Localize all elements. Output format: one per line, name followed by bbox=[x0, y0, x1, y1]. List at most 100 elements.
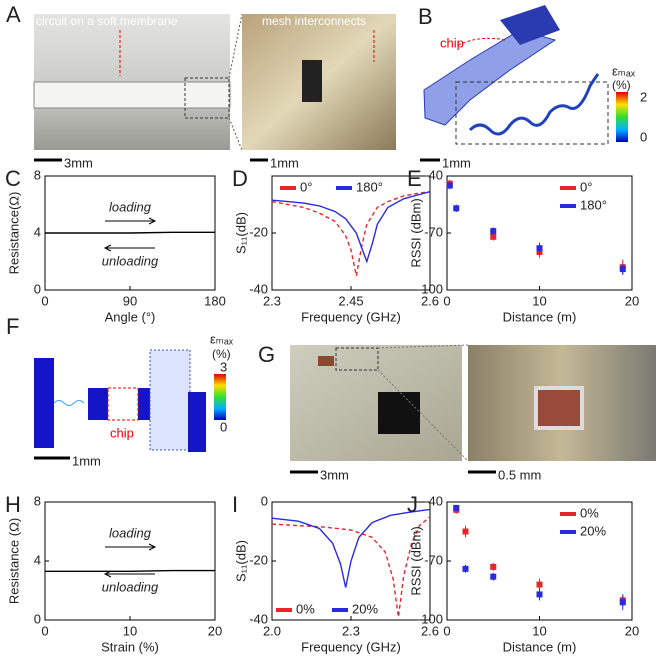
y-tick-label: 8 bbox=[34, 167, 41, 182]
chip-area bbox=[107, 387, 139, 421]
y-tick-label: 0 bbox=[34, 611, 41, 626]
data-line bbox=[45, 231, 215, 234]
legend-label: 20% bbox=[352, 601, 378, 616]
legend-label: 180° bbox=[580, 197, 607, 212]
photo-chip bbox=[378, 392, 420, 434]
legend-label: 0° bbox=[300, 179, 312, 194]
annotation: unloading bbox=[102, 253, 159, 268]
chip-label: chip bbox=[440, 35, 464, 50]
x-tick-label: 10 bbox=[123, 623, 137, 638]
plot-frame bbox=[446, 175, 633, 291]
y-tick-label: 4 bbox=[34, 224, 41, 239]
panel-letter: E bbox=[407, 166, 422, 191]
data-point bbox=[462, 528, 469, 535]
y-tick-label: -70 bbox=[424, 224, 443, 239]
y-tick-label: -40 bbox=[424, 493, 443, 508]
x-tick-label: 2.6 bbox=[421, 623, 439, 638]
x-tick-label: 2.3 bbox=[342, 623, 360, 638]
scale-label: 0.5 mm bbox=[498, 467, 541, 482]
arrow bbox=[105, 543, 157, 551]
data-line bbox=[271, 516, 431, 618]
panel-letter: I bbox=[232, 492, 238, 517]
y-tick-label: 4 bbox=[34, 552, 41, 567]
x-axis-title: Distance (m) bbox=[503, 639, 577, 654]
y-tick-label: -40 bbox=[249, 611, 268, 626]
annotation: loading bbox=[109, 199, 152, 214]
photo-component bbox=[318, 356, 334, 366]
colorbar-title: εₘₐₓ bbox=[210, 331, 234, 346]
x-tick-label: 180 bbox=[204, 293, 226, 308]
data-point bbox=[536, 581, 543, 588]
x-tick-label: 2.0 bbox=[263, 623, 281, 638]
x-axis-title: Frequency (GHz) bbox=[301, 309, 401, 324]
zoom-line bbox=[228, 13, 243, 79]
photo-label: circuit on a soft membrane bbox=[36, 14, 178, 28]
scale-label: 1mm bbox=[270, 155, 299, 170]
panel-letter: B bbox=[418, 4, 433, 29]
panel-letter: J bbox=[407, 492, 418, 517]
y-axis-title: S₁₁(dB) bbox=[233, 212, 248, 254]
x-tick-label: 0 bbox=[41, 623, 48, 638]
photo-tube bbox=[33, 81, 231, 109]
data-point bbox=[453, 205, 460, 212]
plot-frame bbox=[44, 501, 216, 621]
scale-label: 3mm bbox=[320, 467, 349, 482]
y-tick-label: -20 bbox=[249, 552, 268, 567]
data-line bbox=[271, 191, 431, 264]
arrow bbox=[103, 244, 155, 252]
x-axis-title: Strain (%) bbox=[101, 639, 159, 654]
y-tick-label: 0 bbox=[261, 493, 268, 508]
y-tick-label: -100 bbox=[417, 611, 443, 626]
data-line bbox=[271, 191, 431, 276]
x-tick-label: 0 bbox=[41, 293, 48, 308]
data-point bbox=[536, 245, 543, 252]
x-tick-label: 2.3 bbox=[263, 293, 281, 308]
x-tick-label: 10 bbox=[532, 293, 546, 308]
zoom-box bbox=[455, 81, 609, 145]
x-tick-label: 0 bbox=[443, 293, 450, 308]
x-tick-label: 90 bbox=[123, 293, 137, 308]
data-point bbox=[490, 233, 497, 240]
colorbar bbox=[616, 92, 628, 142]
photo-component bbox=[534, 386, 584, 430]
panel-letter: C bbox=[5, 166, 21, 191]
colorbar-min: 0 bbox=[640, 129, 647, 144]
y-axis-title: Resistance (Ω) bbox=[6, 518, 21, 604]
legend-label: 180° bbox=[356, 179, 383, 194]
photo-chip bbox=[302, 60, 322, 102]
render bbox=[423, 29, 557, 126]
zoom-line bbox=[377, 344, 469, 349]
colorbar-min: 0 bbox=[220, 419, 227, 434]
data-point bbox=[462, 565, 469, 572]
y-tick-label: -70 bbox=[424, 552, 443, 567]
x-tick-label: 2.6 bbox=[421, 293, 439, 308]
data-line bbox=[271, 508, 431, 588]
render bbox=[500, 5, 560, 45]
data-point bbox=[619, 599, 626, 606]
data-point bbox=[446, 182, 453, 189]
panel-letter: A bbox=[6, 2, 21, 27]
mesh bbox=[149, 349, 191, 451]
panel-letter: G bbox=[258, 342, 275, 367]
x-tick-label: 20 bbox=[208, 623, 222, 638]
zoom-box bbox=[335, 347, 379, 371]
y-axis-title: Resistance(Ω) bbox=[6, 192, 21, 275]
panel-letter: F bbox=[6, 314, 19, 339]
x-tick-label: 10 bbox=[532, 623, 546, 638]
x-axis-title: Angle (°) bbox=[105, 309, 156, 324]
zoom-line bbox=[228, 117, 243, 151]
serpentine bbox=[53, 400, 85, 406]
colorbar-title: εₘₐₓ bbox=[612, 63, 636, 78]
legend-label: 0% bbox=[580, 505, 599, 520]
y-tick-label: -40 bbox=[249, 281, 268, 296]
chip-label: chip bbox=[110, 425, 134, 440]
zoom-line bbox=[377, 369, 469, 462]
colorbar-unit: (%) bbox=[612, 78, 631, 92]
data-point bbox=[536, 591, 543, 598]
x-axis-title: Frequency (GHz) bbox=[301, 639, 401, 654]
y-axis-title: RSSI (dBm) bbox=[408, 198, 423, 267]
x-tick-label: 20 bbox=[625, 623, 639, 638]
legend-label: 0° bbox=[580, 179, 592, 194]
legend-label: 20% bbox=[580, 523, 606, 538]
